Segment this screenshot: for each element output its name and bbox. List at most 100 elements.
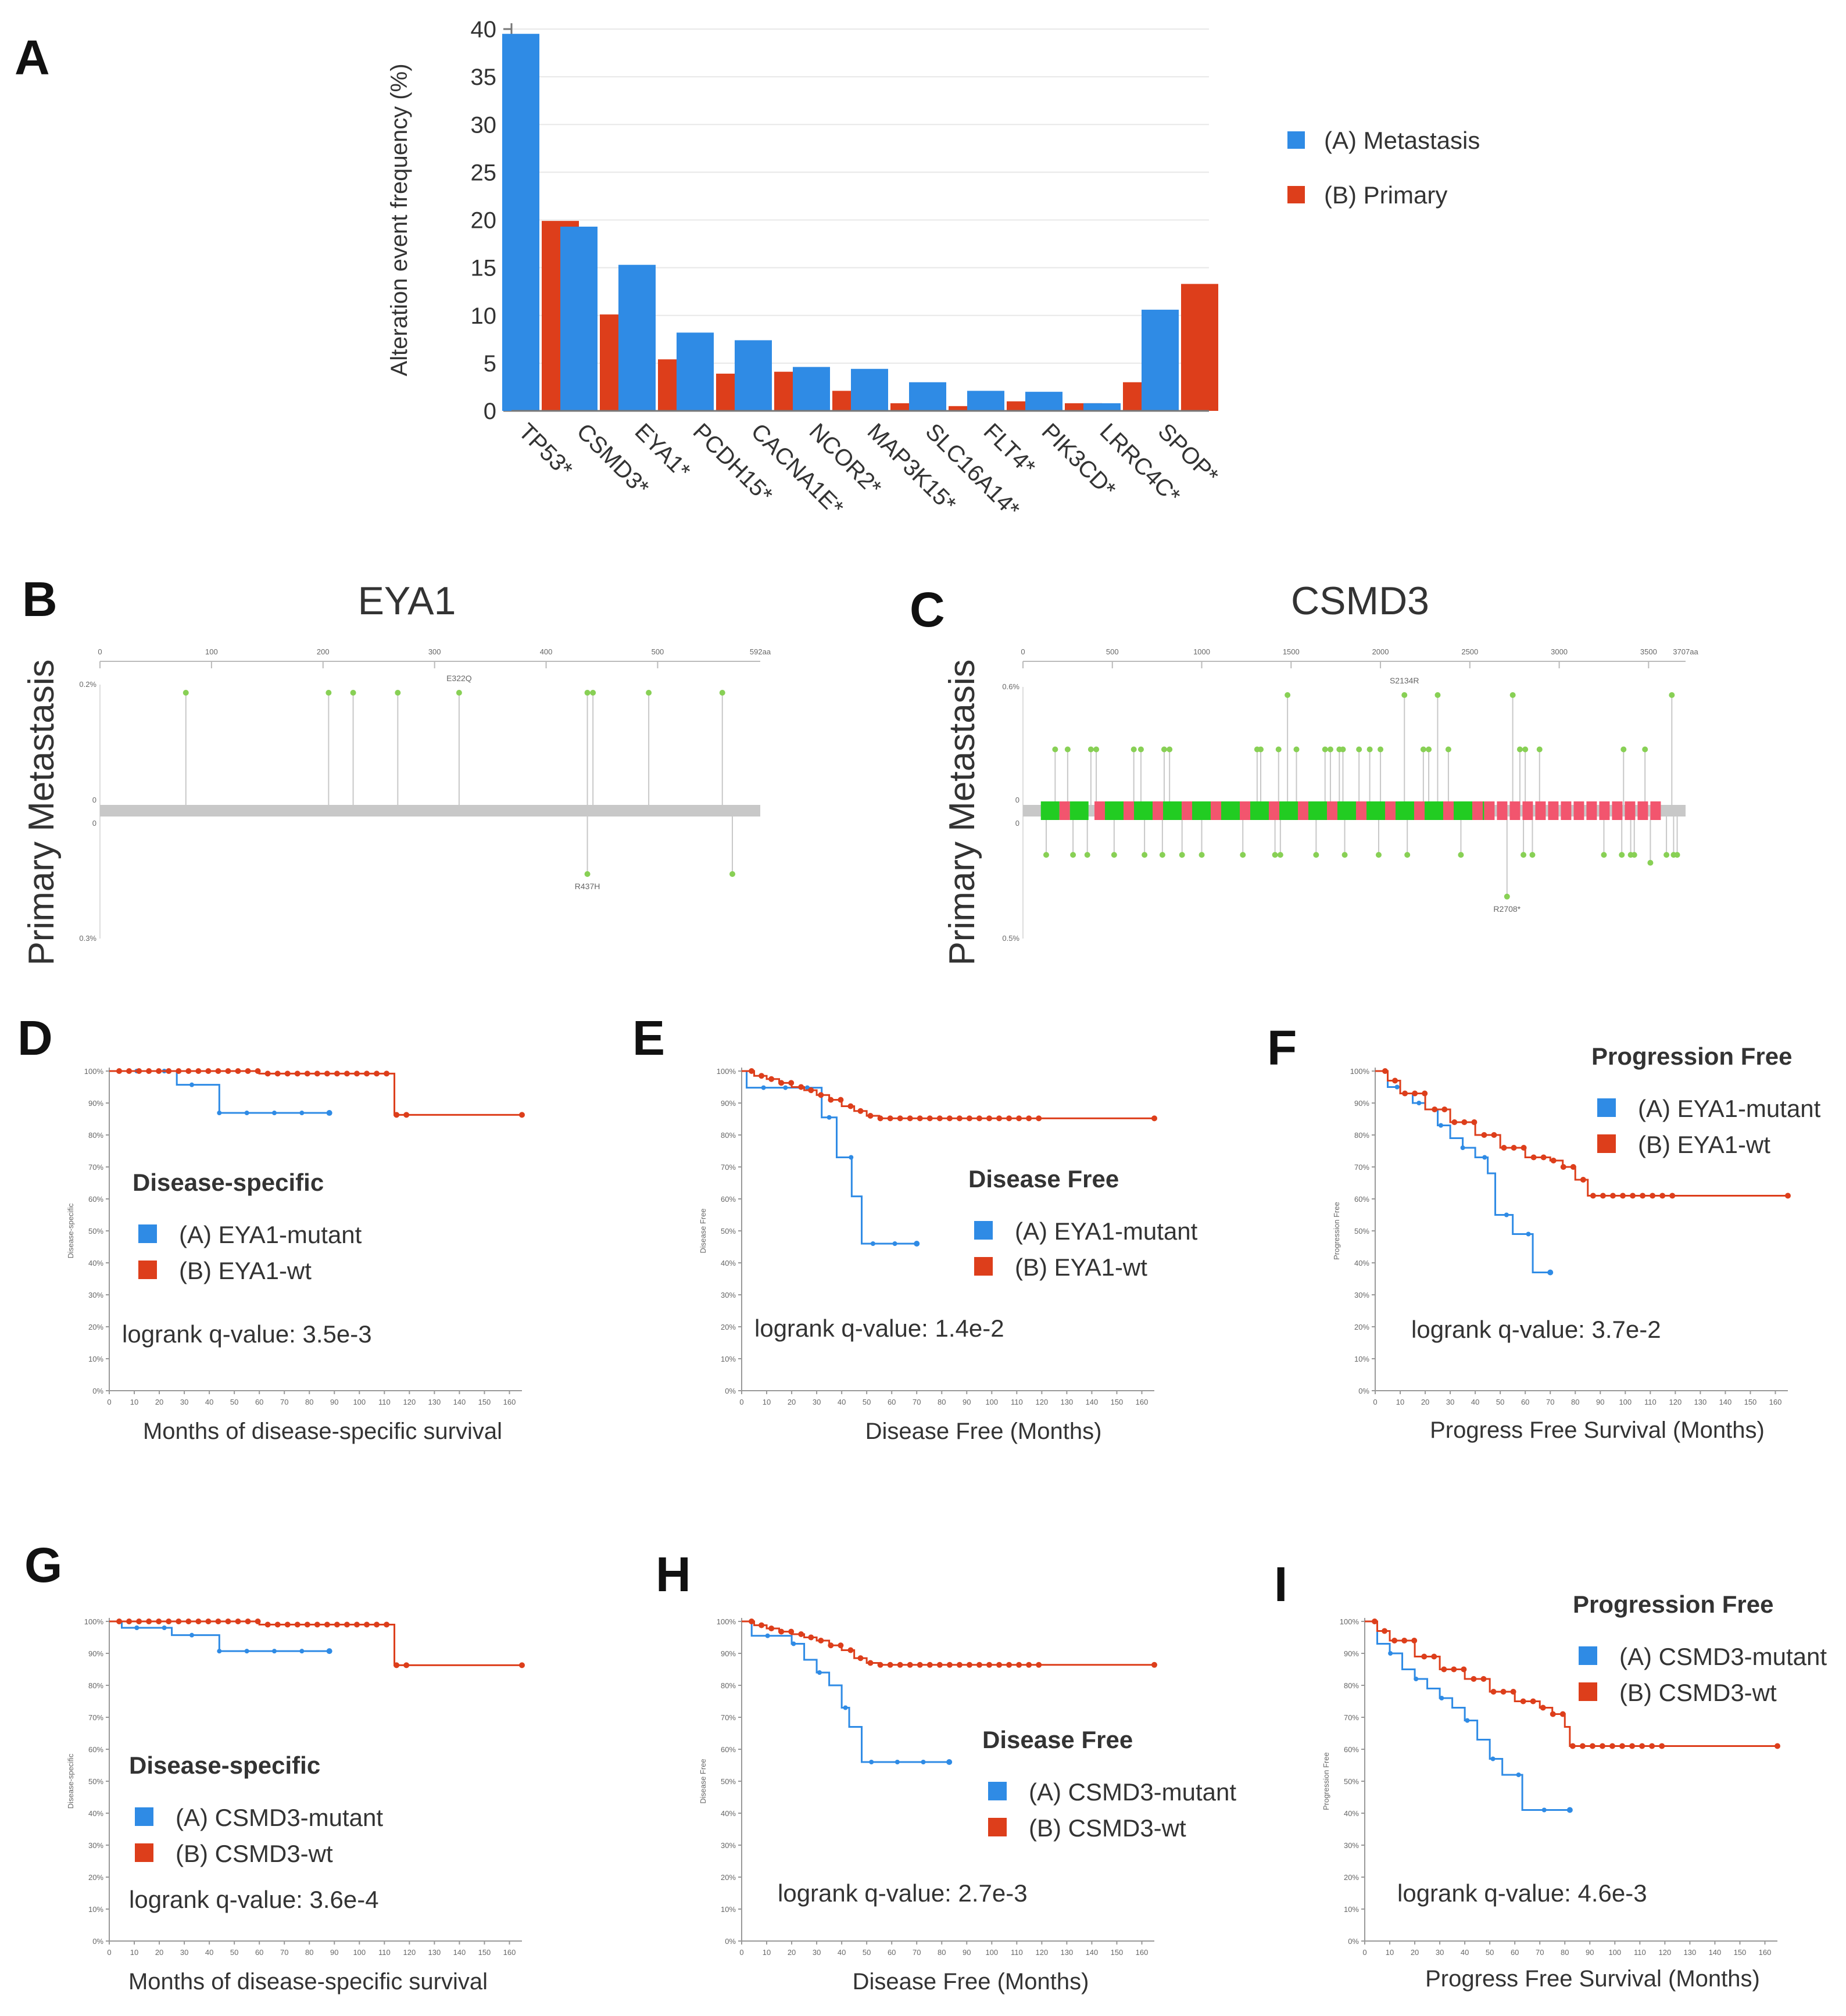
x-tick-label: 20 bbox=[788, 1398, 796, 1406]
censor-mark bbox=[956, 1662, 963, 1668]
censor-mark bbox=[1650, 1193, 1656, 1199]
protein-domain bbox=[1069, 801, 1089, 820]
censor-mark bbox=[869, 1760, 874, 1764]
protein-domain bbox=[1425, 801, 1444, 820]
censor-mark bbox=[798, 1084, 804, 1090]
survival-curve bbox=[742, 1620, 950, 1763]
y-tick-label: 100% bbox=[717, 1067, 736, 1076]
x-tick-label: 150 bbox=[1111, 1948, 1124, 1957]
x-axis-title: Disease Free (Months) bbox=[865, 1419, 1102, 1444]
x-tick-label: 160 bbox=[1759, 1948, 1772, 1957]
censor-mark bbox=[215, 1068, 221, 1074]
censor-mark bbox=[1016, 1662, 1022, 1668]
y-tick-label: 30% bbox=[721, 1291, 736, 1299]
lollipop-head bbox=[1663, 852, 1670, 858]
lollipop-head bbox=[1522, 746, 1529, 753]
x-tick-label: 140 bbox=[453, 1398, 466, 1406]
lollipop-head bbox=[395, 690, 401, 696]
protein-domain bbox=[1337, 801, 1357, 820]
position-tick-label: 400 bbox=[540, 647, 553, 656]
bar bbox=[677, 332, 714, 411]
censor-mark bbox=[217, 1111, 222, 1116]
protein-domain bbox=[1599, 801, 1610, 820]
x-tick-label: 110 bbox=[1011, 1948, 1023, 1957]
x-axis-title: Progress Free Survival (Months) bbox=[1425, 1966, 1760, 1992]
axes: 0% 10% 20% 30% 40% 50% 60% 70% 80% 90% 100% 0 10 20 30… bbox=[717, 1617, 1154, 1957]
bar bbox=[502, 34, 539, 411]
lollipop-head bbox=[1366, 746, 1373, 753]
censor-mark bbox=[162, 1625, 167, 1630]
protein-domain bbox=[1637, 801, 1648, 820]
censor-mark bbox=[136, 1618, 142, 1624]
logrank-stat: logrank q-value: 1.4e-2 bbox=[754, 1315, 1004, 1342]
censor-mark bbox=[299, 1111, 305, 1116]
x-tick-label: 130 bbox=[428, 1948, 441, 1957]
survival-g: 0% 10% 20% 30% 40% 50% 60% 70% 80% 90% 100% 0 10 20 30… bbox=[66, 1617, 525, 1994]
censor-mark bbox=[1520, 1698, 1526, 1705]
bar bbox=[1083, 403, 1121, 411]
y-tick-label: 40% bbox=[88, 1809, 103, 1818]
x-tick-label: 20 bbox=[155, 1398, 163, 1406]
position-tick-label: 0 bbox=[1021, 647, 1025, 656]
censor-mark bbox=[1026, 1662, 1032, 1668]
survival-h: 0% 10% 20% 30% 40% 50% 60% 70% 80% 90% 100% 0 10 20 30… bbox=[699, 1617, 1236, 1994]
x-tick-label: 70 bbox=[913, 1398, 921, 1406]
y-tick-label: 30% bbox=[1354, 1291, 1369, 1299]
survival-curve bbox=[1365, 1620, 1570, 1811]
censor-mark bbox=[284, 1070, 291, 1077]
y-tick-label: 60% bbox=[1354, 1195, 1369, 1204]
censor-mark bbox=[299, 1649, 305, 1654]
censor-mark bbox=[185, 1068, 192, 1074]
x-tick-label: 70 bbox=[1536, 1948, 1544, 1957]
censor-mark bbox=[857, 1655, 864, 1662]
censor-mark bbox=[1392, 1077, 1398, 1084]
survival-curve bbox=[1365, 1620, 1777, 1747]
x-tick-label: 50 bbox=[863, 1948, 871, 1957]
lollipop-head bbox=[1313, 852, 1319, 858]
censor-mark bbox=[1461, 1666, 1467, 1673]
censor-mark bbox=[827, 1115, 832, 1120]
protein-domain bbox=[1356, 801, 1367, 820]
panel-label-h: H bbox=[656, 1547, 691, 1602]
censor-mark bbox=[176, 1618, 182, 1624]
protein-domain bbox=[1535, 801, 1546, 820]
censor-mark bbox=[1036, 1662, 1042, 1668]
y-tick-label: 40% bbox=[1344, 1809, 1359, 1818]
censor-mark bbox=[1619, 1743, 1626, 1749]
y-tick-label: 70% bbox=[88, 1713, 103, 1722]
x-tick-label: 100 bbox=[1619, 1398, 1632, 1406]
x-tick-label: 60 bbox=[255, 1948, 263, 1957]
censor-mark bbox=[847, 1647, 854, 1653]
censor-mark bbox=[1482, 1155, 1487, 1160]
y-tick-label: 40% bbox=[721, 1259, 736, 1267]
censor-mark bbox=[1566, 1807, 1573, 1813]
lollipop-head bbox=[183, 690, 189, 696]
censor-mark bbox=[126, 1618, 133, 1624]
panel-label-i: I bbox=[1274, 1557, 1287, 1612]
censor-mark bbox=[1151, 1662, 1157, 1668]
legend-swatch bbox=[135, 1807, 153, 1826]
censor-mark bbox=[946, 1662, 953, 1668]
legend-swatch bbox=[988, 1782, 1007, 1800]
lollipop-head bbox=[1142, 852, 1148, 858]
y-tick-label: 0% bbox=[725, 1387, 736, 1395]
protein-backbone bbox=[100, 805, 760, 817]
lollipop-head bbox=[1375, 852, 1382, 858]
protein-domain bbox=[1192, 801, 1211, 820]
censor-mark bbox=[783, 1085, 788, 1090]
censor-mark bbox=[996, 1662, 1003, 1668]
mutation-label: R437H bbox=[575, 882, 600, 891]
censor-mark bbox=[926, 1115, 933, 1122]
x-tick-label: 140 bbox=[1086, 1948, 1099, 1957]
censor-mark bbox=[838, 1097, 844, 1103]
x-tick-label: 40 bbox=[1461, 1948, 1469, 1957]
x-tick-label: 140 bbox=[1709, 1948, 1722, 1957]
censor-mark bbox=[778, 1628, 785, 1635]
y-axis-title: Disease Free bbox=[699, 1759, 707, 1803]
length-label: 592aa bbox=[750, 647, 771, 656]
x-tick-label: 40 bbox=[205, 1948, 213, 1957]
y-tick-label: 70% bbox=[88, 1163, 103, 1172]
censor-mark bbox=[917, 1662, 923, 1668]
censor-mark bbox=[1481, 1132, 1487, 1138]
censor-mark bbox=[917, 1115, 923, 1122]
